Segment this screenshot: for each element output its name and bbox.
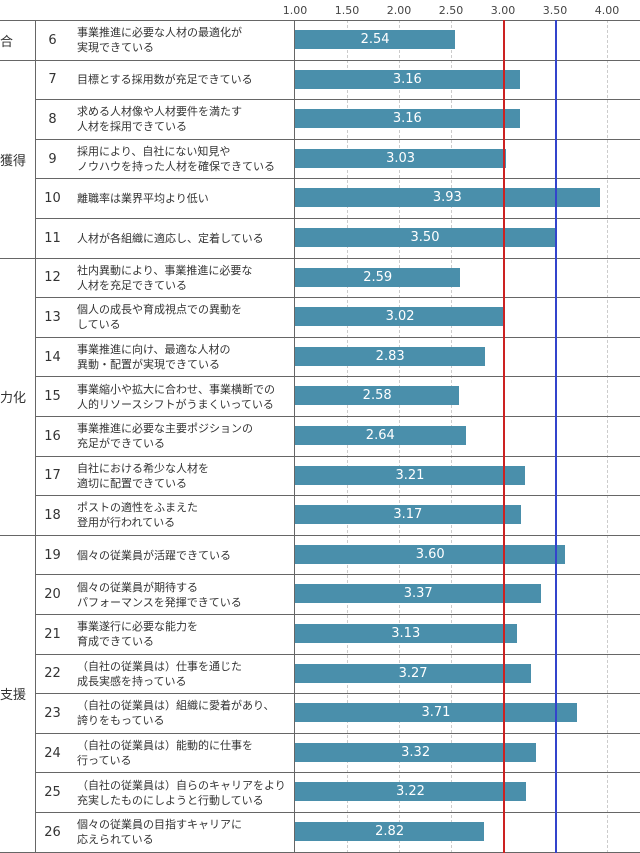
reference-line [503, 20, 505, 853]
item-number: 17 [44, 468, 61, 484]
table-row: 15 事業縮小や拡大に合わせ、事業横断での 人的リソースシフトがうまくいっている [35, 376, 640, 416]
bar: 2.82 [295, 822, 485, 841]
axis-tick-label: 1.00 [282, 4, 308, 17]
item-number: 18 [44, 507, 61, 523]
bar: 3.60 [295, 544, 566, 564]
table-row: 25 （自社の従業員は）自らのキャリアをより 充実したものにしようと行動している [35, 772, 640, 812]
table-row: 18 ポストの適性をふまえた 登用が行われている [35, 495, 640, 535]
item-number: 10 [44, 191, 61, 207]
group-label: 合 [0, 20, 35, 60]
bar: 3.22 [295, 782, 526, 802]
item-text: 人材が各組織に適応し、定着している [77, 231, 264, 245]
table-row: 10 離職率は業界平均より低い [35, 178, 640, 218]
table-row: 20 個々の従業員が期待する パフォーマンスを発揮できている [35, 574, 640, 614]
bar: 3.21 [295, 465, 525, 485]
item-number: 19 [44, 547, 61, 563]
item-number: 21 [44, 626, 61, 642]
table-row: 26 個々の従業員の目指すキャリアに 応えられている [35, 812, 640, 852]
bar: 2.58 [295, 386, 460, 406]
table-row: 24 （自社の従業員は）能動的に仕事を 行っている [35, 732, 640, 773]
axis-tick-label: 1.50 [334, 4, 360, 17]
bar: 3.02 [295, 307, 506, 327]
group-label: 力化 [0, 257, 35, 535]
item-text: 事業推進に必要な人材の最適化が 実現できている [77, 26, 242, 55]
bar: 2.59 [295, 267, 461, 287]
bar: 2.64 [295, 426, 466, 445]
item-number: 24 [44, 745, 61, 761]
bar: 3.32 [295, 742, 537, 762]
item-text: 社内異動により、事業推進に必要な 人材を充足できている [77, 263, 253, 292]
item-text: 事業推進に向け、最適な人材の 異動・配置が実現できている [77, 343, 231, 372]
axis-tick-label: 2.00 [386, 4, 412, 17]
bar: 2.54 [295, 30, 456, 49]
bar: 3.27 [295, 663, 532, 683]
bar: 3.37 [295, 584, 542, 604]
table-row: 22 （自社の従業員は）仕事を通じた 成長実感を持っている [35, 653, 640, 694]
item-text: 個々の従業員が期待する パフォーマンスを発揮できている [77, 580, 242, 609]
item-text: （自社の従業員は）組織に愛着があり、 誇りをもっている [77, 699, 275, 728]
group-label: 支援 [0, 534, 35, 852]
item-number: 13 [44, 309, 61, 325]
table-row: 8 求める人材像や人材要件を満たす 人材を採用できている [35, 99, 640, 139]
item-text: 目標とする採用数が充足できている [77, 73, 253, 87]
item-text: 事業推進に必要な主要ポジションの 充足ができている [77, 422, 253, 451]
item-text: ポストの適性をふまえた 登用が行われている [77, 501, 198, 530]
bar: 3.50 [295, 228, 555, 247]
reference-line [555, 20, 557, 853]
bar: 3.13 [295, 624, 517, 643]
item-number: 11 [44, 230, 61, 246]
axis-tick-label: 4.00 [594, 4, 620, 17]
item-text: 個人の成長や育成視点での異動を している [77, 303, 242, 332]
table-row: 14 事業推進に向け、最適な人材の 異動・配置が実現できている [35, 336, 640, 377]
group-label: 獲得 [0, 59, 35, 258]
item-number: 14 [44, 349, 61, 365]
bar: 3.16 [295, 109, 520, 129]
table-row: 6 事業推進に必要な人材の最適化が 実現できている [35, 20, 640, 60]
table-row: 7 目標とする採用数が充足できている [35, 59, 640, 100]
item-number: 15 [44, 389, 61, 405]
axis-tick-label: 3.50 [542, 4, 568, 17]
item-text: 自社における希少な人材を 適切に配置できている [77, 461, 209, 490]
item-text: 採用により、自社にない知見や ノウハウを持った人材を確保できている [77, 145, 275, 174]
table-row: 11 人材が各組織に適応し、定着している [35, 218, 640, 258]
item-number: 20 [44, 587, 61, 603]
bar: 3.03 [295, 148, 507, 168]
item-number: 26 [44, 824, 61, 840]
bar: 3.71 [295, 703, 577, 723]
bar: 2.83 [295, 346, 486, 366]
bar: 3.16 [295, 69, 520, 89]
item-number: 12 [44, 270, 61, 286]
item-number: 22 [44, 666, 61, 682]
item-number: 8 [48, 111, 57, 127]
bar: 3.17 [295, 505, 521, 525]
item-number: 7 [48, 72, 57, 88]
table-row: 21 事業遂行に必要な能力を 育成できている [35, 614, 640, 654]
item-number: 25 [44, 785, 61, 801]
table-row: 16 事業推進に必要な主要ポジションの 充足ができている [35, 416, 640, 456]
gridline [607, 20, 608, 853]
item-text: 事業遂行に必要な能力を 育成できている [77, 620, 198, 649]
bar: 3.93 [295, 188, 600, 208]
item-number: 6 [48, 32, 57, 48]
item-text: （自社の従業員は）能動的に仕事を 行っている [77, 739, 253, 768]
table-row: 13 個人の成長や育成視点での異動を している [35, 297, 640, 337]
item-text: 個々の従業員が活躍できている [77, 548, 231, 562]
item-text: 離職率は業界平均より低い [77, 192, 209, 206]
table-row: 19 個々の従業員が活躍できている [35, 534, 640, 575]
axis-tick-label: 2.50 [438, 4, 464, 17]
table-row: 17 自社における希少な人材を 適切に配置できている [35, 455, 640, 496]
item-text: 個々の従業員の目指すキャリアに 応えられている [77, 818, 242, 847]
item-number: 9 [48, 151, 57, 167]
table-row: 23 （自社の従業員は）組織に愛着があり、 誇りをもっている [35, 693, 640, 733]
item-number: 16 [44, 428, 61, 444]
item-number: 23 [44, 705, 61, 721]
table-row: 12 社内異動により、事業推進に必要な 人材を充足できている [35, 257, 640, 298]
item-text: 求める人材像や人材要件を満たす 人材を採用できている [77, 105, 242, 134]
table-row: 9 採用により、自社にない知見や ノウハウを持った人材を確保できている [35, 138, 640, 179]
axis-tick-label: 3.00 [490, 4, 516, 17]
item-text: （自社の従業員は）自らのキャリアをより 充実したものにしようと行動している [77, 778, 286, 807]
item-text: 事業縮小や拡大に合わせ、事業横断での 人的リソースシフトがうまくいっている [77, 382, 275, 411]
item-text: （自社の従業員は）仕事を通じた 成長実感を持っている [77, 659, 242, 688]
